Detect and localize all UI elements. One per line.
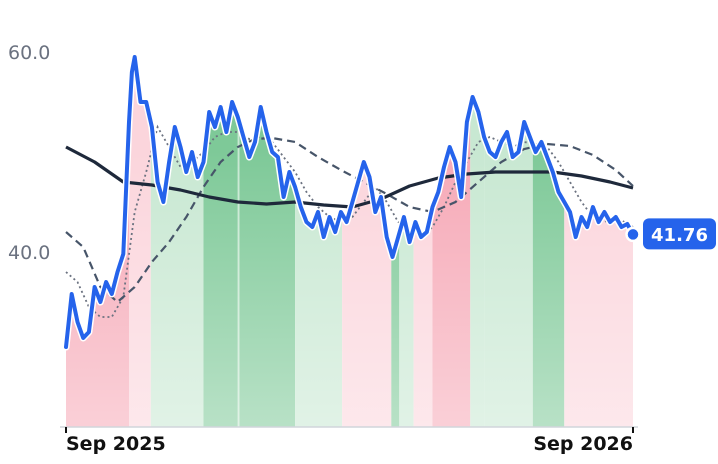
last-value-dot bbox=[625, 226, 641, 243]
mid-ma-line bbox=[65, 136, 634, 304]
y-axis: 60.0 40.0 bbox=[8, 42, 50, 264]
last-value-badge bbox=[643, 218, 716, 250]
series-lines bbox=[62, 53, 637, 351]
last-value-label: 41.76 bbox=[651, 225, 708, 246]
price-line bbox=[64, 55, 635, 349]
y-tick-label: 40.0 bbox=[8, 242, 50, 264]
x-axis: Sep 2025 Sep 2026 bbox=[65, 427, 634, 455]
band-fade-overlay bbox=[66, 150, 634, 427]
x-tick-label: Sep 2026 bbox=[533, 433, 633, 455]
x-tick-label: Sep 2025 bbox=[66, 433, 166, 455]
y-tick-label: 60.0 bbox=[8, 42, 50, 64]
short-ma-line bbox=[65, 124, 634, 318]
last-value-marker: 41.76 bbox=[625, 218, 716, 250]
